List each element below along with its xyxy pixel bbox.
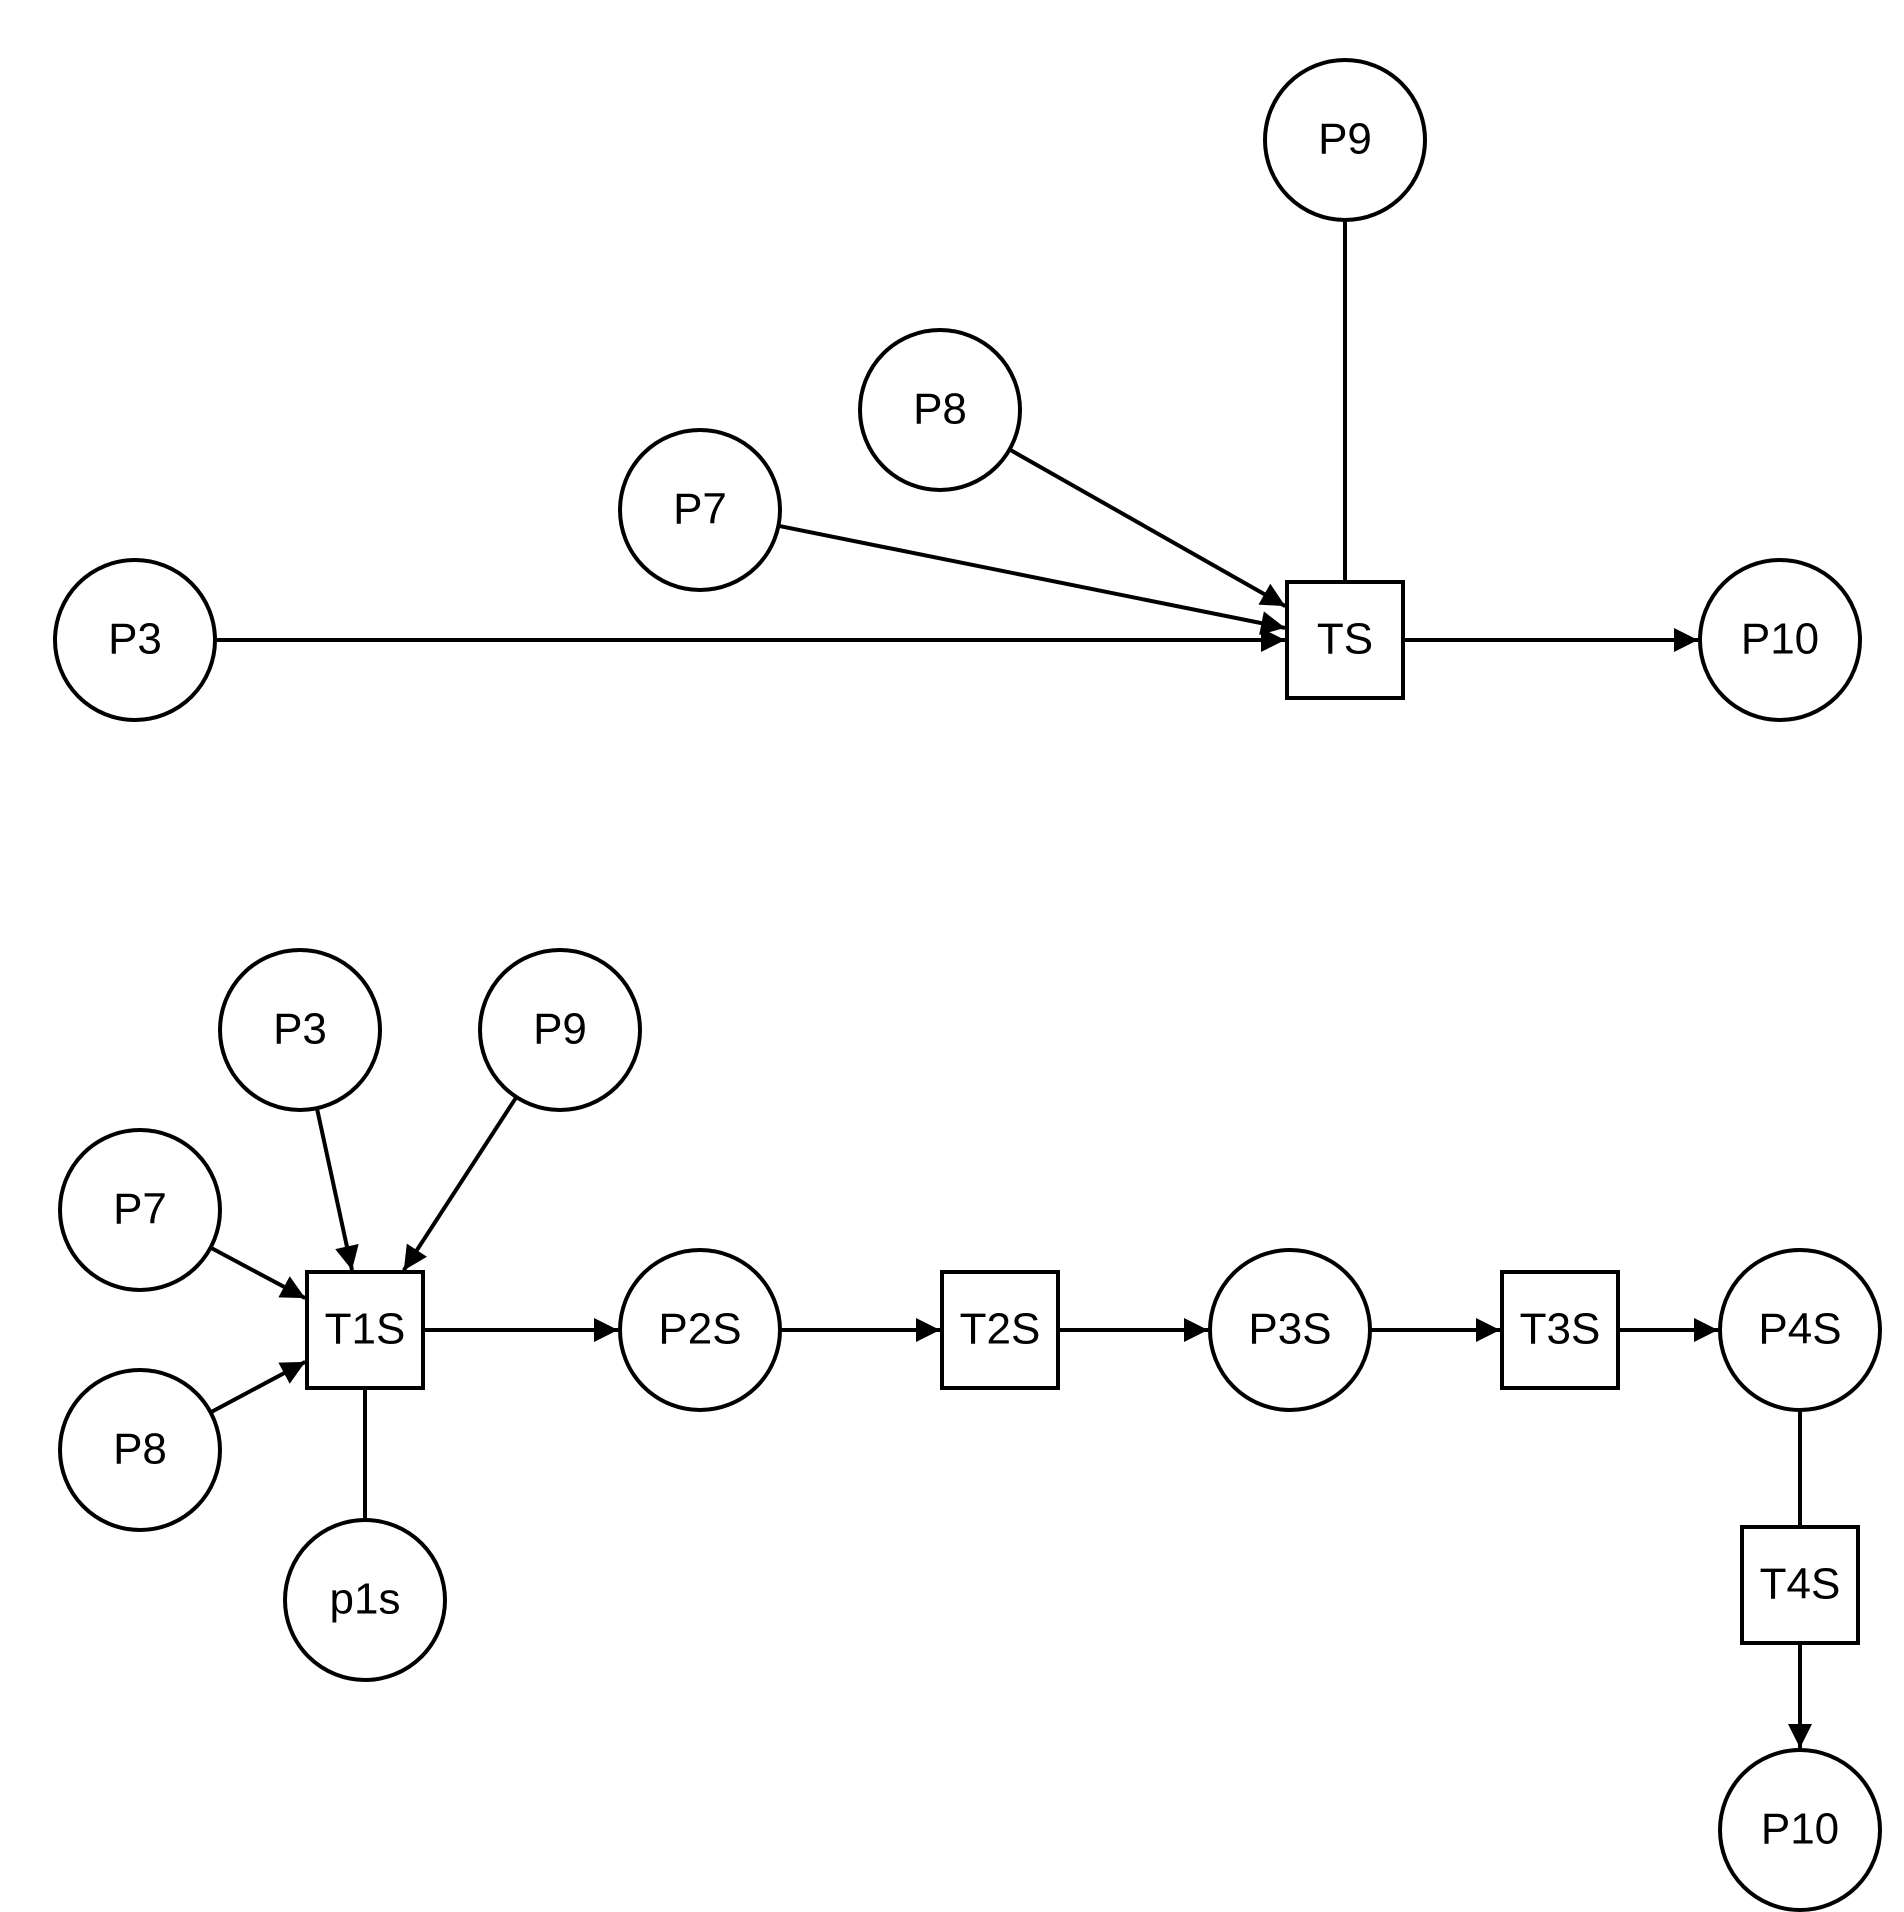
- node-top_P9: P9: [1265, 60, 1425, 220]
- node-label: P9: [1318, 115, 1372, 164]
- node-label: P10: [1761, 1805, 1839, 1854]
- node-top_P8: P8: [860, 330, 1020, 490]
- node-label: T4S: [1760, 1560, 1841, 1609]
- node-bot_T2S: T2S: [942, 1272, 1058, 1388]
- edge-bot_P9-to-bot_T1S: [404, 1097, 517, 1270]
- node-label: P7: [113, 1185, 167, 1234]
- node-label: T2S: [960, 1305, 1041, 1354]
- node-bot_P8: P8: [60, 1370, 220, 1530]
- node-bot_P4S: P4S: [1720, 1250, 1880, 1410]
- node-label: P8: [913, 385, 967, 434]
- node-label: T1S: [325, 1305, 406, 1354]
- node-label: T3S: [1520, 1305, 1601, 1354]
- node-label: P8: [113, 1425, 167, 1474]
- node-label: p1s: [330, 1575, 401, 1624]
- node-bot_P3S: P3S: [1210, 1250, 1370, 1410]
- edge-bot_P3-to-bot_T1S: [317, 1108, 352, 1270]
- node-label: P3S: [1248, 1305, 1331, 1354]
- edge-bot_P8-to-bot_T1S: [211, 1362, 306, 1412]
- edge-bot_P7-to-bot_T1S: [211, 1248, 306, 1298]
- node-top_P7: P7: [620, 430, 780, 590]
- node-label: P3: [108, 615, 162, 664]
- node-bot_p1s: p1s: [285, 1520, 445, 1680]
- node-label: P2S: [658, 1305, 741, 1354]
- node-label: P4S: [1758, 1305, 1841, 1354]
- node-bot_P9: P9: [480, 950, 640, 1110]
- node-top_TS: TS: [1287, 582, 1403, 698]
- node-bot_P3: P3: [220, 950, 380, 1110]
- node-label: P7: [673, 485, 727, 534]
- node-bot_T4S: T4S: [1742, 1527, 1858, 1643]
- node-bot_P2S: P2S: [620, 1250, 780, 1410]
- node-bot_P7: P7: [60, 1130, 220, 1290]
- node-label: P9: [533, 1005, 587, 1054]
- node-top_P3: P3: [55, 560, 215, 720]
- petri-net-diagram: P9 P8 P7 P3 TS P10 P3 P9 P7 T1S P8 p1s P2S T2S P3S T3S P…: [0, 0, 1904, 1912]
- edge-top_P7-to-top_TS: [778, 526, 1285, 628]
- node-top_P10: P10: [1700, 560, 1860, 720]
- node-bot_T1S: T1S: [307, 1272, 423, 1388]
- node-label: TS: [1317, 615, 1373, 664]
- node-label: P3: [273, 1005, 327, 1054]
- nodes-layer: P9 P8 P7 P3 TS P10 P3 P9 P7 T1S P8 p1s P2S T2S P3S T3S P…: [55, 60, 1880, 1910]
- node-bot_P10: P10: [1720, 1750, 1880, 1910]
- node-bot_T3S: T3S: [1502, 1272, 1618, 1388]
- node-label: P10: [1741, 615, 1819, 664]
